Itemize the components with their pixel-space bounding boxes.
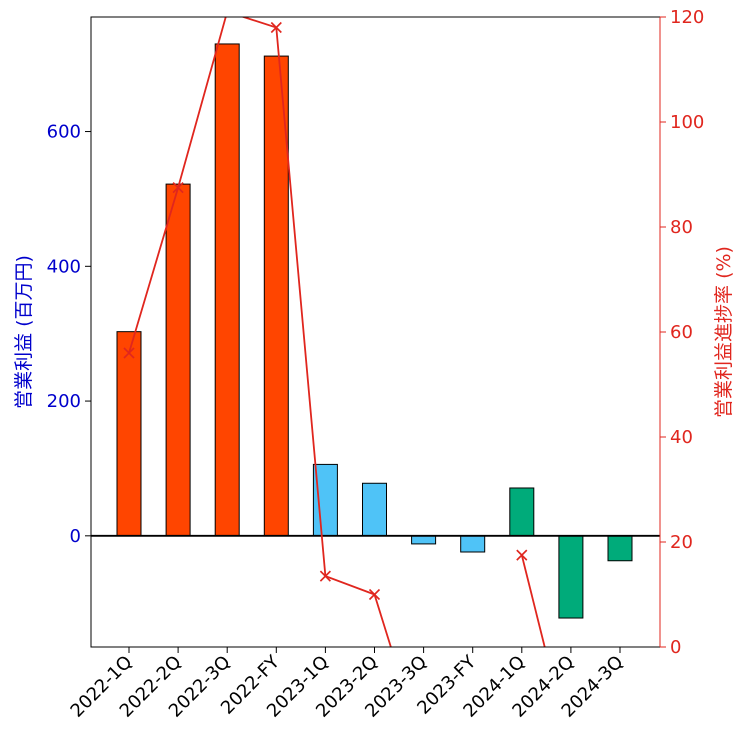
left-tick-label: 200 <box>47 391 81 412</box>
right-tick-label: 40 <box>670 427 693 448</box>
bar-2023-3Q <box>411 535 437 545</box>
left-tick-label: 400 <box>47 256 81 277</box>
bars-layer <box>116 43 633 619</box>
bar-2022-1Q <box>116 331 142 537</box>
x-axis: 2022-1Q2022-2Q2022-3Q2022-FY2023-1Q2023-… <box>67 647 628 722</box>
left-axis: 0 200 400 600 <box>47 17 92 647</box>
right-tick-label: 120 <box>670 7 704 28</box>
bar-2022-2Q <box>165 183 191 537</box>
progress-marker-2022-2Q <box>172 182 184 194</box>
progress-marker-2022-FY <box>270 21 282 34</box>
right-tick-label: 20 <box>670 532 693 553</box>
right-tick-label: 80 <box>670 217 693 238</box>
right-tick-label: 0 <box>670 637 681 658</box>
left-axis-label: 営業利益 (百万円) <box>13 255 35 409</box>
bar-2023-FY <box>460 535 486 553</box>
left-tick-label: 600 <box>47 122 81 143</box>
left-tick-label: 0 <box>70 526 81 547</box>
progress-marker-2023-1Q <box>319 570 331 582</box>
bar-2024-3Q <box>607 535 633 562</box>
right-axis-label: 営業利益進捗率 (%) <box>713 246 735 418</box>
right-axis: 0 20 40 60 80 100 120 <box>659 7 704 658</box>
bar-2024-2Q <box>558 535 584 619</box>
progress-line-segment-1 <box>520 554 546 647</box>
right-tick-label: 100 <box>670 112 704 133</box>
bar-2022-FY <box>263 55 289 537</box>
progress-marker-2024-1Q <box>516 549 528 561</box>
progress-marker-2022-3Q <box>222 17 232 18</box>
progress-marker-2022-1Q <box>123 347 135 359</box>
bar-2023-2Q <box>362 482 387 537</box>
progress-marker-2023-2Q <box>368 588 381 601</box>
bar-2024-1Q <box>509 487 535 537</box>
right-tick-label: 60 <box>670 322 693 343</box>
progress-line-layer <box>123 17 546 647</box>
bar-2022-3Q <box>214 43 240 537</box>
